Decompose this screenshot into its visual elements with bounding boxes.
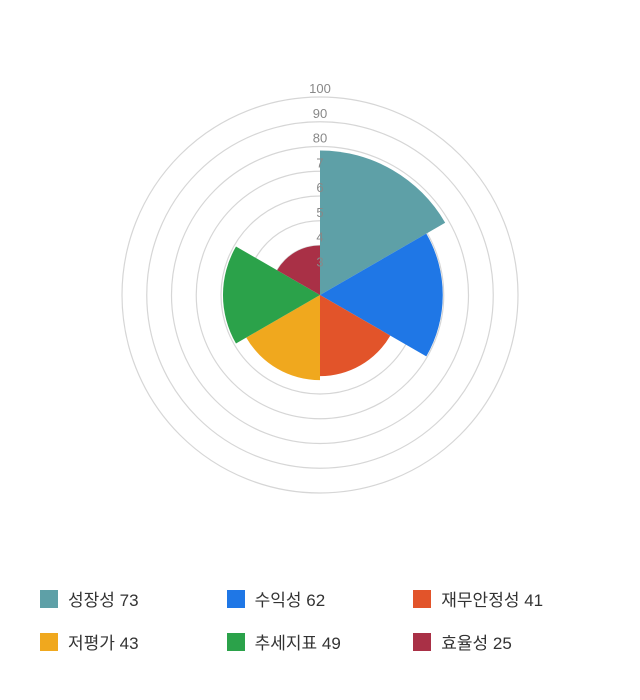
legend-swatch [227, 590, 245, 608]
legend-item: 효율성 25 [413, 629, 600, 654]
legend-label: 효율성 25 [441, 629, 512, 654]
ring-label: 6 [316, 180, 323, 195]
ring-label: 100 [309, 81, 331, 96]
polar-chart-svg: 3 4 5 6 7 80 90 100 [0, 0, 640, 580]
ring-label: 5 [316, 205, 323, 220]
polar-chart-container: 3 4 5 6 7 80 90 100 성장성 73 수익성 62 재무안정성 41 저평가 … [0, 0, 640, 700]
legend-label: 성장성 73 [68, 586, 139, 611]
legend-swatch [227, 633, 245, 651]
legend-swatch [40, 590, 58, 608]
ring-label: 90 [313, 106, 327, 121]
legend-item: 저평가 43 [40, 629, 227, 654]
legend-swatch [413, 633, 431, 651]
ring-label: 4 [316, 230, 323, 245]
ring-label: 7 [316, 155, 323, 170]
legend-item: 재무안정성 41 [413, 586, 600, 611]
legend-item: 수익성 62 [227, 586, 414, 611]
ring-label: 3 [316, 254, 323, 269]
legend-swatch [40, 633, 58, 651]
legend-label: 재무안정성 41 [441, 586, 543, 611]
legend-label: 수익성 62 [255, 586, 326, 611]
legend-item: 성장성 73 [40, 586, 227, 611]
legend-label: 추세지표 49 [255, 629, 341, 654]
legend-item: 추세지표 49 [227, 629, 414, 654]
ring-label: 80 [313, 131, 327, 146]
legend-swatch [413, 590, 431, 608]
legend-label: 저평가 43 [68, 629, 139, 654]
legend: 성장성 73 수익성 62 재무안정성 41 저평가 43 추세지표 49 효율… [40, 586, 600, 672]
